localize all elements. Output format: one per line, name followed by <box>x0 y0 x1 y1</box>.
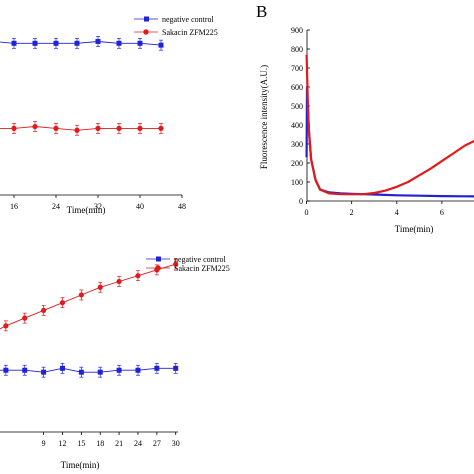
data-point <box>158 42 164 48</box>
data-point <box>53 40 59 46</box>
data-point <box>22 315 28 321</box>
data-point <box>59 300 66 306</box>
panel-a-legend: negative control Sakacin ZFM225 <box>134 15 218 37</box>
y-tick-label: 100 <box>291 178 303 187</box>
panel-a-x-label: Time(min) <box>67 205 106 215</box>
data-point <box>41 369 47 375</box>
x-tick-label: 15 <box>77 439 85 448</box>
y-tick-label: 800 <box>291 45 303 54</box>
data-point <box>158 125 164 131</box>
legend-c-negative-control-marker <box>156 256 161 262</box>
y-tick-label: 300 <box>291 140 303 149</box>
legend-sakacin-marker <box>143 29 149 35</box>
x-tick-label: 32 <box>94 202 102 211</box>
data-point <box>116 367 122 373</box>
data-point <box>3 367 9 373</box>
data-point <box>116 125 122 131</box>
panel-c-x-ticks: 9 12 15 18 21 24 27 30 <box>42 432 180 448</box>
y-tick-label: 0 <box>299 197 303 206</box>
data-point <box>135 273 141 279</box>
data-point <box>32 123 38 130</box>
y-tick-label: 600 <box>291 83 303 92</box>
data-point <box>95 125 101 131</box>
panel-b-chart: B Fluorescence intensity(A.U.) Time(min)… <box>256 2 474 234</box>
series-line-0 <box>305 85 474 198</box>
panel-a-chart: Time(min) 16 24 32 40 48 negative control Sa… <box>0 15 218 215</box>
series-line-1 <box>0 126 161 131</box>
x-tick-label: 48 <box>178 202 186 211</box>
data-point <box>78 292 84 298</box>
y-tick-label: 900 <box>291 26 303 35</box>
legend-c-negative-control-label: negative control <box>174 255 227 264</box>
data-point <box>154 365 160 371</box>
panel-b-x-ticks: 0 2 4 6 <box>305 201 444 217</box>
data-point <box>97 284 103 290</box>
panel-c-x-label: Time(min) <box>61 460 100 470</box>
x-tick-label: 12 <box>58 439 66 448</box>
panel-b-y-label: Fluorescence intensity(A.U.) <box>259 65 269 169</box>
legend-c-sakacin-marker <box>155 265 161 271</box>
legend-sakacin-label: Sakacin ZFM225 <box>162 28 218 37</box>
panel-c-legend: negative control Sakacin ZFM225 <box>146 255 230 273</box>
x-tick-label: 2 <box>350 208 354 217</box>
y-tick-label: 400 <box>291 121 303 130</box>
y-tick-label: 700 <box>291 64 303 73</box>
data-point <box>32 40 38 46</box>
data-point <box>41 307 47 314</box>
data-point <box>97 369 103 375</box>
x-tick-label: 40 <box>136 202 144 211</box>
data-point <box>59 365 65 371</box>
x-tick-label: 16 <box>10 202 18 211</box>
x-tick-label: 30 <box>172 439 180 448</box>
panel-b-x-label: Time(min) <box>395 224 434 234</box>
data-point <box>116 278 122 285</box>
data-point <box>135 367 141 373</box>
data-point <box>173 365 179 371</box>
series-line-1 <box>305 54 474 196</box>
x-tick-label: 18 <box>96 439 104 448</box>
legend-c-sakacin-label: Sakacin ZFM225 <box>174 264 230 273</box>
panel-a-series <box>0 36 164 136</box>
series-line-0 <box>0 41 162 46</box>
data-point <box>137 40 143 46</box>
panel-b-letter: B <box>256 2 267 21</box>
panel-b-series <box>305 54 474 198</box>
data-point <box>78 369 84 375</box>
x-tick-label: 4 <box>395 208 399 217</box>
x-tick-label: 6 <box>440 208 444 217</box>
data-point <box>11 40 17 46</box>
data-point <box>22 367 28 373</box>
panel-a-x-ticks: 16 24 32 40 48 <box>10 195 186 211</box>
x-tick-label: 0 <box>305 208 309 217</box>
legend-negative-control-marker <box>144 16 149 22</box>
data-point <box>74 127 80 133</box>
legend-negative-control-label: negative control <box>162 15 215 24</box>
data-point <box>137 125 143 131</box>
data-point <box>173 261 179 267</box>
panel-c-chart: Time(min) 9 12 15 18 21 24 27 30 negative contr… <box>0 255 230 470</box>
series-line-1 <box>0 263 176 330</box>
x-tick-label: 21 <box>115 439 123 448</box>
y-tick-label: 200 <box>291 159 303 168</box>
data-point <box>95 38 101 44</box>
data-point <box>53 125 59 131</box>
data-point <box>11 125 17 131</box>
panel-c-series <box>0 258 179 378</box>
x-tick-label: 24 <box>52 202 60 211</box>
x-tick-label: 9 <box>42 439 46 448</box>
y-tick-label: 500 <box>291 102 303 111</box>
data-point <box>3 323 9 329</box>
x-tick-label: 27 <box>153 439 161 448</box>
data-point <box>116 40 122 46</box>
x-tick-label: 24 <box>134 439 142 448</box>
data-point <box>74 40 80 46</box>
